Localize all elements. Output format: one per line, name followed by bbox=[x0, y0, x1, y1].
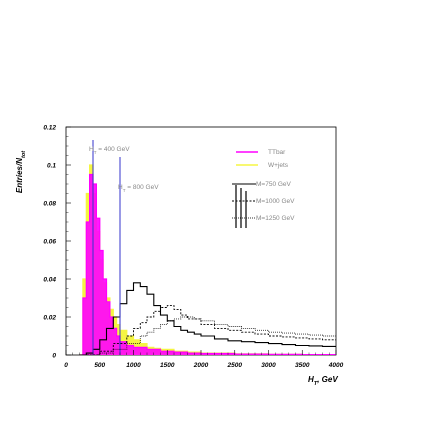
y-axis-title: Entries/Ntot bbox=[15, 150, 27, 193]
marker-layer bbox=[92, 140, 121, 355]
legend-label-m1250: M=1250 GeV bbox=[256, 215, 295, 222]
legend-label-ttbar: TTbar bbox=[268, 149, 286, 156]
legend-entry-m750: M=750 GeV bbox=[232, 181, 292, 188]
y-tick-label-0.1: 0.1 bbox=[47, 163, 56, 170]
legend-label-wjets: W+jets bbox=[268, 162, 289, 169]
x-tick-label-2500: 2500 bbox=[227, 362, 243, 369]
y-tick-label-0.02: 0.02 bbox=[43, 315, 56, 322]
y-tick-label-0.04: 0.04 bbox=[43, 277, 56, 284]
x-tick-label-1500: 1500 bbox=[160, 362, 175, 369]
x-tick-label-0: 0 bbox=[64, 362, 68, 369]
legend: TTbar W+jets M=750 GeV M=1000 GeV M=1250… bbox=[232, 149, 295, 228]
x-tick-label-4000: 4000 bbox=[328, 362, 344, 369]
y-tick-label-0.12: 0.12 bbox=[43, 125, 56, 132]
legend-label-m750: M=750 GeV bbox=[256, 181, 292, 188]
annotation-ht-800: HT = 800 GeV bbox=[118, 184, 159, 193]
x-tick-label-500: 500 bbox=[94, 362, 105, 369]
series-line-m-1000-gev bbox=[86, 305, 336, 355]
x-tick-label-1000: 1000 bbox=[126, 362, 141, 369]
series-layer bbox=[79, 164, 336, 355]
x-tick-label-2000: 2000 bbox=[193, 362, 209, 369]
x-tick-label-3500: 3500 bbox=[295, 362, 310, 369]
legend-entry-wjets: W+jets bbox=[236, 162, 289, 169]
y-tick-label-0: 0 bbox=[52, 353, 56, 360]
annotation-ht-400: HT = 400 GeV bbox=[89, 146, 130, 155]
y-tick-label-0.08: 0.08 bbox=[43, 201, 56, 208]
series-fill-w-jets bbox=[79, 165, 336, 355]
axis-layer: 0 500 1000 1500 2000 2500 3000 3500 4000 0 0.02 0.0… bbox=[43, 125, 343, 370]
series-line-m-750-gev bbox=[79, 282, 336, 355]
series-line-m-1250-gev bbox=[86, 316, 336, 355]
x-tick-label-3000: 3000 bbox=[261, 362, 276, 369]
x-axis-title: HT, GeV bbox=[308, 375, 338, 387]
legend-entry-ttbar: TTbar bbox=[236, 149, 286, 156]
legend-entry-m1250: M=1250 GeV bbox=[232, 215, 295, 222]
series-fill-ttbar bbox=[79, 174, 336, 355]
legend-label-m1000: M=1000 GeV bbox=[256, 198, 295, 205]
y-tick-label-0.06: 0.06 bbox=[43, 239, 56, 246]
